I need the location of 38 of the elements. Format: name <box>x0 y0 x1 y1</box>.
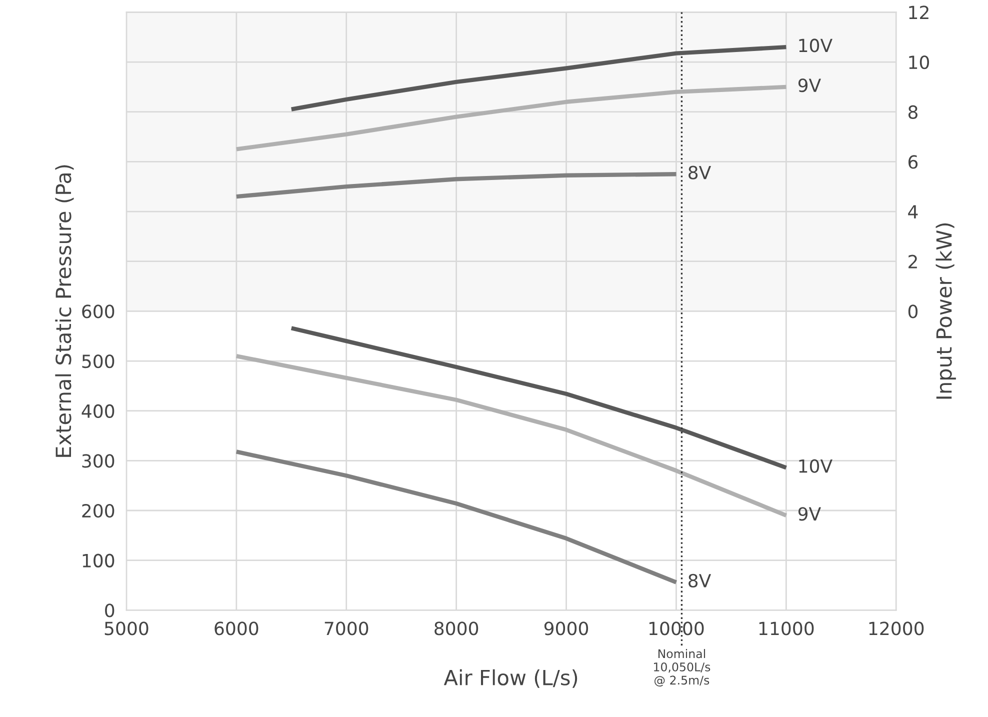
line-series <box>234 450 678 584</box>
y-tick-label: 100 <box>82 554 114 568</box>
x-tick-label: 6000 <box>214 622 258 636</box>
line-series <box>289 326 788 470</box>
y-tick-label: 300 <box>82 454 114 468</box>
series-label: 8V <box>688 166 712 180</box>
x-tick-label: 12000 <box>869 622 924 636</box>
y2-tick-label: 12 <box>909 6 928 20</box>
y2-tick-label: 8 <box>908 105 918 119</box>
line-series <box>234 84 788 152</box>
y-tick-label: 600 <box>82 304 114 318</box>
x-tick-label: 5000 <box>104 622 148 636</box>
x-tick-label: 10000 <box>649 622 704 636</box>
x-tick-label: 8000 <box>434 622 478 636</box>
y-tick-label: 200 <box>82 504 114 518</box>
line-series <box>289 44 788 112</box>
y2-tick-label: 2 <box>908 254 917 268</box>
series-label: 10V <box>799 459 832 473</box>
y-tick-label: 500 <box>82 354 114 368</box>
y-tick-label: 400 <box>82 404 114 418</box>
series-label: 9V <box>798 78 821 92</box>
x-axis-title: Air Flow (L/s) <box>444 669 578 688</box>
series-label: 10V <box>799 38 832 52</box>
y-axis-title: External Static Pressure (Pa) <box>55 165 74 457</box>
x-tick-label: 7000 <box>324 622 368 636</box>
ref-line-label: Nominal 10,050L/s @ 2.5m/s <box>654 649 710 686</box>
y2-axis-title: Input Power (kW) <box>936 223 956 399</box>
y2-tick-label: 10 <box>909 55 930 70</box>
y-tick-label: 0 <box>105 604 114 618</box>
y2-tick-label: 0 <box>908 304 918 318</box>
series-label: 8V <box>688 574 712 588</box>
line-series <box>234 172 678 199</box>
series-label: 9V <box>798 507 821 521</box>
y2-tick-label: 6 <box>908 155 918 169</box>
y2-tick-label: 4 <box>908 205 918 218</box>
line-series <box>234 354 788 518</box>
x-tick-label: 11000 <box>759 622 814 636</box>
x-tick-label: 9000 <box>544 622 588 636</box>
